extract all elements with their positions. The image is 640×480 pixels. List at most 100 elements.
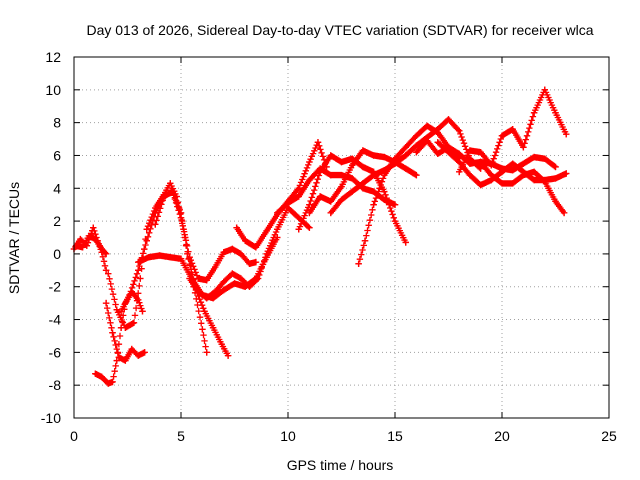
data-point xyxy=(306,209,313,217)
data-point xyxy=(381,153,388,161)
data-point xyxy=(295,193,302,200)
x-tick-label: 25 xyxy=(601,428,617,444)
y-tick-label: 6 xyxy=(53,147,61,163)
series-arc14 xyxy=(355,122,463,267)
data-point xyxy=(233,224,240,231)
data-point xyxy=(306,176,313,184)
series-arc8 xyxy=(152,188,260,284)
data-point xyxy=(90,224,97,231)
x-tick-label: 0 xyxy=(70,428,78,444)
data-point xyxy=(466,160,474,167)
data-point xyxy=(349,175,356,182)
data-point xyxy=(212,263,219,271)
data-point xyxy=(102,299,110,307)
data-point xyxy=(314,139,322,146)
data-point xyxy=(541,178,548,185)
data-point xyxy=(391,160,399,167)
data-point xyxy=(355,260,362,267)
data-point xyxy=(338,183,345,190)
data-point xyxy=(77,235,84,243)
data-point xyxy=(252,244,260,251)
data-point xyxy=(434,150,441,158)
data-point xyxy=(115,354,123,361)
data-point xyxy=(402,165,409,172)
data-point xyxy=(92,235,99,243)
data-point xyxy=(145,253,153,261)
data-point xyxy=(552,198,559,205)
data-point xyxy=(370,171,377,179)
data-point xyxy=(560,209,568,217)
data-point xyxy=(246,260,253,267)
data-point xyxy=(359,147,367,154)
data-point xyxy=(126,291,133,299)
series-arc2 xyxy=(72,232,110,258)
data-point xyxy=(391,201,399,208)
data-point xyxy=(92,370,99,377)
data-point xyxy=(477,148,484,156)
data-point xyxy=(541,86,548,94)
x-tick-label: 20 xyxy=(494,428,510,444)
data-point xyxy=(231,280,238,287)
data-point xyxy=(102,250,110,258)
y-tick-label: -8 xyxy=(49,377,62,393)
data-point xyxy=(466,171,474,179)
data-point xyxy=(563,170,570,177)
data-point xyxy=(177,255,185,263)
data-point xyxy=(477,158,484,166)
data-point xyxy=(137,275,144,282)
data-point xyxy=(167,253,174,261)
data-point xyxy=(194,288,202,295)
data-point xyxy=(509,167,516,174)
data-point xyxy=(349,188,356,195)
data-point xyxy=(361,237,369,244)
data-point xyxy=(79,244,86,251)
data-point xyxy=(552,175,559,182)
data-point xyxy=(338,158,345,166)
data-point xyxy=(338,171,345,179)
x-tick-label: 5 xyxy=(177,428,185,444)
data-point xyxy=(349,162,356,169)
data-point xyxy=(212,288,219,295)
data-point xyxy=(413,171,420,179)
data-point xyxy=(130,319,138,327)
data-point xyxy=(128,345,135,353)
data-point xyxy=(169,188,176,195)
data-point xyxy=(252,258,260,266)
data-point xyxy=(242,237,249,244)
series-arc12 xyxy=(295,152,409,246)
data-point xyxy=(177,214,185,222)
data-point xyxy=(530,176,538,184)
data-point xyxy=(186,275,193,282)
plot-frame xyxy=(73,56,610,419)
data-point xyxy=(143,237,150,244)
data-point xyxy=(466,147,474,154)
data-point xyxy=(113,357,120,364)
data-point xyxy=(456,127,463,135)
data-point xyxy=(520,160,527,167)
y-tick-label: 8 xyxy=(53,115,61,131)
data-point xyxy=(327,209,334,217)
data-point xyxy=(509,126,516,133)
data-point xyxy=(370,201,377,208)
data-point xyxy=(218,340,225,348)
data-point xyxy=(209,324,217,331)
data-point xyxy=(156,252,163,259)
data-point xyxy=(284,199,292,207)
data-point xyxy=(338,196,345,203)
chart-title: Day 013 of 2026, Sidereal Day-to-day VTE… xyxy=(86,22,593,38)
data-point xyxy=(229,270,236,277)
series-arc11 xyxy=(274,165,399,217)
data-point xyxy=(199,326,206,333)
data-point xyxy=(552,109,559,116)
data-point xyxy=(237,275,245,282)
data-point xyxy=(306,158,313,166)
x-axis-label: GPS time / hours xyxy=(287,457,394,473)
data-point xyxy=(109,378,116,386)
data-point xyxy=(530,153,538,161)
data-point xyxy=(423,137,431,144)
data-point xyxy=(498,168,506,176)
data-point xyxy=(306,224,313,231)
data-point xyxy=(402,152,409,159)
